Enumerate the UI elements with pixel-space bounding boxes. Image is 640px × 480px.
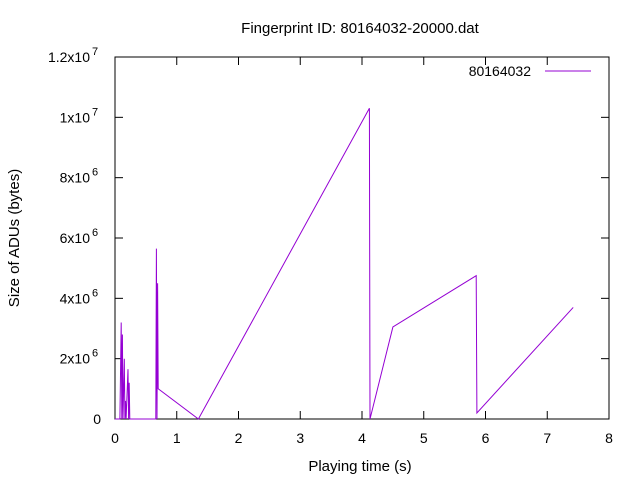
y-tick-label: 6x10 [60, 230, 91, 246]
x-tick-label: 1 [173, 430, 181, 446]
x-tick-label: 7 [543, 430, 551, 446]
series-line [115, 108, 574, 420]
y-tick-exponent: 6 [92, 167, 98, 179]
y-axis-label: Size of ADUs (bytes) [6, 169, 23, 307]
x-tick-label: 0 [111, 430, 119, 446]
y-tick-exponent: 6 [92, 227, 98, 239]
chart-title: Fingerprint ID: 80164032-20000.dat [241, 20, 479, 37]
series-layer [115, 108, 574, 420]
x-axis-ticks: 0 1 2 3 4 5 6 7 8 [111, 57, 613, 446]
x-axis-label: Playing time (s) [308, 458, 411, 475]
x-tick-label: 8 [605, 430, 613, 446]
plot-frame [114, 56, 610, 420]
y-tick-label: 8x10 [60, 170, 91, 186]
y-tick-label: 1x10 [60, 109, 91, 125]
legend: 80164032 [469, 63, 591, 79]
y-tick-exponent: 7 [92, 46, 98, 58]
y-tick-exponent: 7 [92, 106, 98, 118]
y-tick-label: 2x10 [60, 351, 91, 367]
y-tick-label: 4x10 [60, 290, 91, 306]
x-tick-label: 6 [482, 430, 490, 446]
y-tick-exponent: 6 [92, 287, 98, 299]
x-tick-label: 5 [420, 430, 428, 446]
y-tick-exponent: 6 [92, 348, 98, 360]
x-tick-label: 3 [296, 430, 304, 446]
y-tick-label: 0 [93, 411, 101, 427]
x-tick-label: 2 [235, 430, 243, 446]
y-tick-label: 1.2x10 [48, 49, 90, 65]
x-tick-label: 4 [358, 430, 366, 446]
legend-label: 80164032 [469, 63, 532, 79]
